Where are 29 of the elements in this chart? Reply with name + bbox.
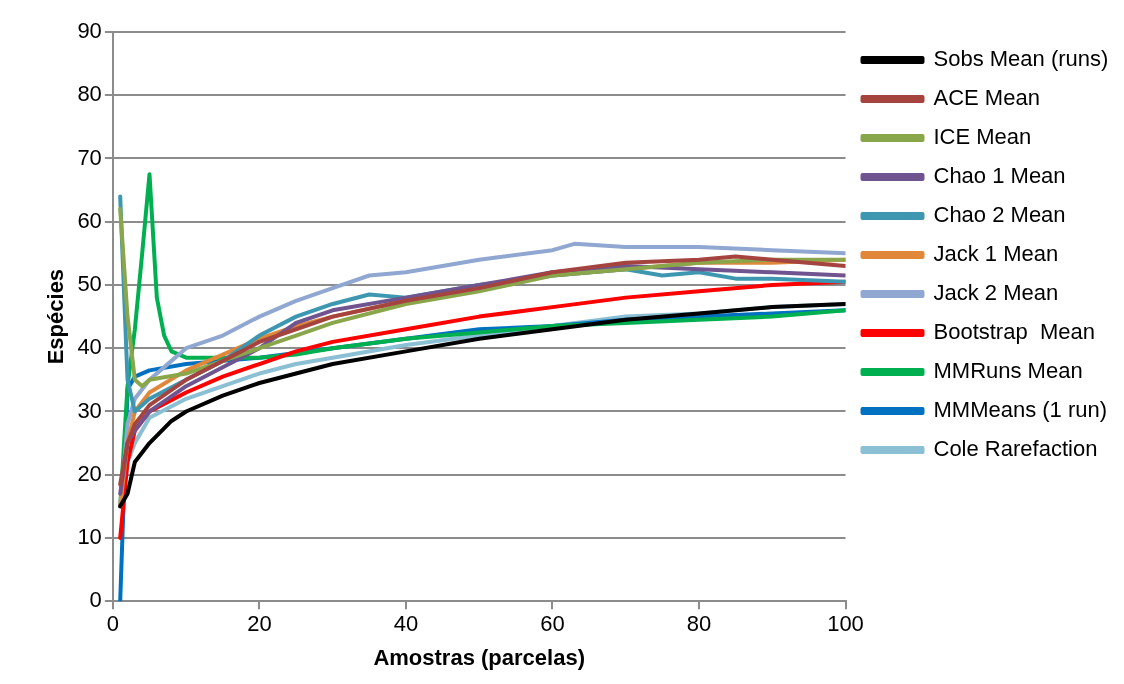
y-tick-label: 20 [77,460,102,486]
y-tick-label: 0 [89,587,102,613]
legend-label: Jack 1 Mean [933,241,1059,267]
y-tick-label: 40 [77,334,102,360]
y-tick-label: 60 [77,207,102,233]
y-tick-label: 90 [77,18,102,44]
x-tick-label: 20 [247,611,272,637]
legend-label: Jack 2 Mean [933,280,1059,306]
y-tick-label: 80 [77,81,102,107]
x-tick-label: 0 [106,611,119,637]
legend-label: MMMeans (1 run) [933,397,1108,423]
legend-label: ICE Mean [933,124,1032,150]
legend-label: Cole Rarefaction [933,436,1098,462]
legend-label: ACE Mean [933,85,1040,111]
legend-label: Chao 1 Mean [933,163,1066,189]
x-tick-label: 100 [827,611,864,637]
legend-label: Sobs Mean (runs) [933,46,1109,72]
legend-label: Bootstrap Mean [933,319,1095,345]
legend-label: Chao 2 Mean [933,202,1066,228]
x-axis-title: Amostras (parcelas) [373,644,585,670]
legend-label: MMRuns Mean [933,358,1083,384]
y-axis-title: Espécies [43,268,69,365]
x-tick-label: 80 [686,611,712,637]
x-tick-label: 40 [393,611,419,637]
y-tick-label: 30 [77,397,102,423]
x-tick-label: 60 [540,611,565,637]
y-tick-label: 50 [77,271,102,297]
y-tick-label: 70 [77,144,102,170]
y-tick-label: 10 [77,524,102,550]
